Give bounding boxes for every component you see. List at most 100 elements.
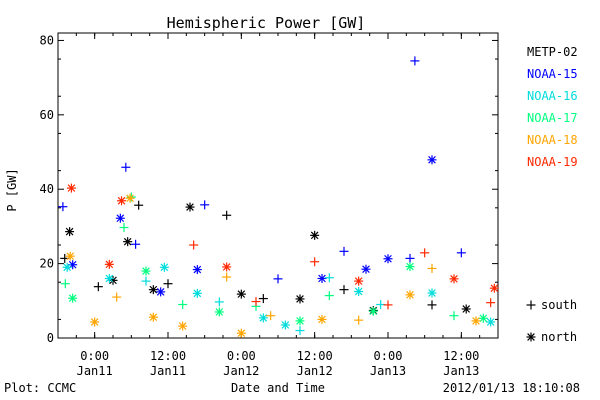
data-point-noaa-19-south <box>189 240 199 250</box>
data-point-noaa-16-north <box>354 287 364 297</box>
data-point-metp-02-south <box>134 200 144 210</box>
data-point-noaa-16-north <box>104 273 114 283</box>
data-point-noaa-15-south <box>200 200 210 210</box>
legend-entry-noaa-17: NOAA-17 <box>527 111 578 125</box>
x-tick-time-label: 12:00 <box>297 349 333 363</box>
data-point-noaa-16-north <box>159 262 169 272</box>
legend-entry-noaa-16: NOAA-16 <box>527 89 578 103</box>
data-point-noaa-17-south <box>449 311 459 321</box>
footer-timestamp: 2012/01/13 18:10:08 <box>443 381 580 395</box>
data-point-noaa-16-south <box>141 276 151 286</box>
legend: METP-02 NOAA-15 NOAA-16 NOAA-17 NOAA-18 NOAA-… <box>527 45 578 169</box>
x-tick-time-label: 12:00 <box>150 349 186 363</box>
data-point-noaa-18-south <box>112 292 122 302</box>
data-point-noaa-16-north <box>192 288 202 298</box>
marker-legend-label-north: north <box>541 330 577 344</box>
data-point-noaa-15-north <box>192 265 202 275</box>
data-point-noaa-15-south <box>456 248 466 258</box>
legend-entry-metp-02: METP-02 <box>527 45 578 59</box>
data-point-noaa-16-north <box>280 320 290 330</box>
y-tick-label: 0 <box>47 331 54 345</box>
x-axis-label: Date and Time <box>231 381 325 395</box>
data-point-noaa-17-north <box>478 313 488 323</box>
data-point-metp-02-north <box>236 289 246 299</box>
data-point-noaa-15-south <box>405 253 415 263</box>
data-point-metp-02-south <box>163 279 173 289</box>
x-tick-date-label: Jan12 <box>223 364 259 378</box>
x-tick-date-label: Jan13 <box>370 364 406 378</box>
data-point-noaa-15-south <box>131 239 141 249</box>
data-point-noaa-19-north <box>354 276 364 286</box>
data-point-metp-02-south <box>258 294 268 304</box>
data-point-noaa-18-north <box>405 290 415 300</box>
x-tick-date-label: Jan11 <box>77 364 113 378</box>
data-point-noaa-18-north <box>148 312 158 322</box>
data-point-noaa-19-north <box>222 262 232 272</box>
data-point-noaa-19-south <box>420 248 430 258</box>
data-point-noaa-18-south <box>266 311 276 321</box>
data-point-noaa-19-north <box>449 274 459 284</box>
y-tick-label: 80 <box>40 33 54 47</box>
data-point-metp-02-south <box>339 285 349 295</box>
data-point-noaa-18-north <box>178 321 188 331</box>
data-point-noaa-15-south <box>273 274 283 284</box>
footer-credit: Plot: CCMC <box>4 381 76 395</box>
data-point-noaa-15-south <box>121 162 131 172</box>
data-point-noaa-16-south <box>214 297 224 307</box>
data-point-metp-02-south <box>222 210 232 220</box>
data-point-noaa-18-north <box>317 314 327 324</box>
data-point-noaa-17-south <box>324 291 334 301</box>
data-point-noaa-15-south <box>339 246 349 256</box>
data-point-noaa-15-north <box>383 254 393 264</box>
data-point-noaa-17-north <box>368 306 378 316</box>
data-point-noaa-18-south <box>427 263 437 273</box>
data-point-noaa-18-north <box>471 316 481 326</box>
chart-title: Hemispheric Power [GW] <box>167 14 366 32</box>
x-tick-time-label: 0:00 <box>80 349 109 363</box>
data-point-noaa-17-north <box>405 262 415 272</box>
data-point-metp-02-south <box>427 300 437 310</box>
marker-legend: south north <box>526 298 577 344</box>
marker-legend-label-south: south <box>541 298 577 312</box>
data-point-metp-02-north <box>185 202 195 212</box>
data-point-noaa-17-north <box>214 307 224 317</box>
data-point-noaa-15-south <box>58 202 68 212</box>
data-point-metp-02-north <box>65 227 75 237</box>
data-point-noaa-18-south <box>222 272 232 282</box>
data-point-noaa-17-north <box>141 266 151 276</box>
data-point-metp-02-north <box>310 230 320 240</box>
data-point-noaa-17-north <box>295 316 305 326</box>
y-tick-label: 60 <box>40 108 54 122</box>
data-point-noaa-16-south <box>324 273 334 283</box>
data-point-noaa-17-south <box>178 300 188 310</box>
data-point-noaa-19-south <box>486 298 496 308</box>
data-point-noaa-16-north <box>62 262 72 272</box>
data-point-noaa-16-north <box>427 288 437 298</box>
data-point-metp-02-north <box>123 237 133 247</box>
x-tick-date-label: Jan12 <box>297 364 333 378</box>
legend-entry-noaa-19: NOAA-19 <box>527 155 578 169</box>
data-point-noaa-19-south <box>310 257 320 267</box>
legend-entry-noaa-18: NOAA-18 <box>527 133 578 147</box>
data-point-noaa-15-south <box>410 56 420 66</box>
legend-entry-noaa-15: NOAA-15 <box>527 67 578 81</box>
data-point-noaa-17-north <box>68 293 78 303</box>
data-point-metp-02-north <box>461 304 471 314</box>
x-tick-date-label: Jan11 <box>150 364 186 378</box>
x-tick-date-label: Jan13 <box>443 364 479 378</box>
data-point-noaa-19-south <box>251 297 261 307</box>
data-point-noaa-15-north <box>317 273 327 283</box>
data-point-noaa-15-north <box>361 264 371 274</box>
data-point-noaa-18-south <box>354 315 364 325</box>
data-point-noaa-18-north <box>65 251 75 261</box>
data-point-noaa-19-north <box>489 283 499 293</box>
data-point-noaa-17-south <box>119 223 129 233</box>
marker-legend-symbol-south <box>526 300 536 310</box>
data-point-noaa-16-north <box>486 317 496 327</box>
data-point-noaa-16-south <box>295 326 305 336</box>
data-point-metp-02-north <box>108 275 118 285</box>
x-tick-time-label: 0:00 <box>374 349 403 363</box>
data-point-noaa-19-north <box>117 196 127 206</box>
data-point-metp-02-north <box>295 294 305 304</box>
